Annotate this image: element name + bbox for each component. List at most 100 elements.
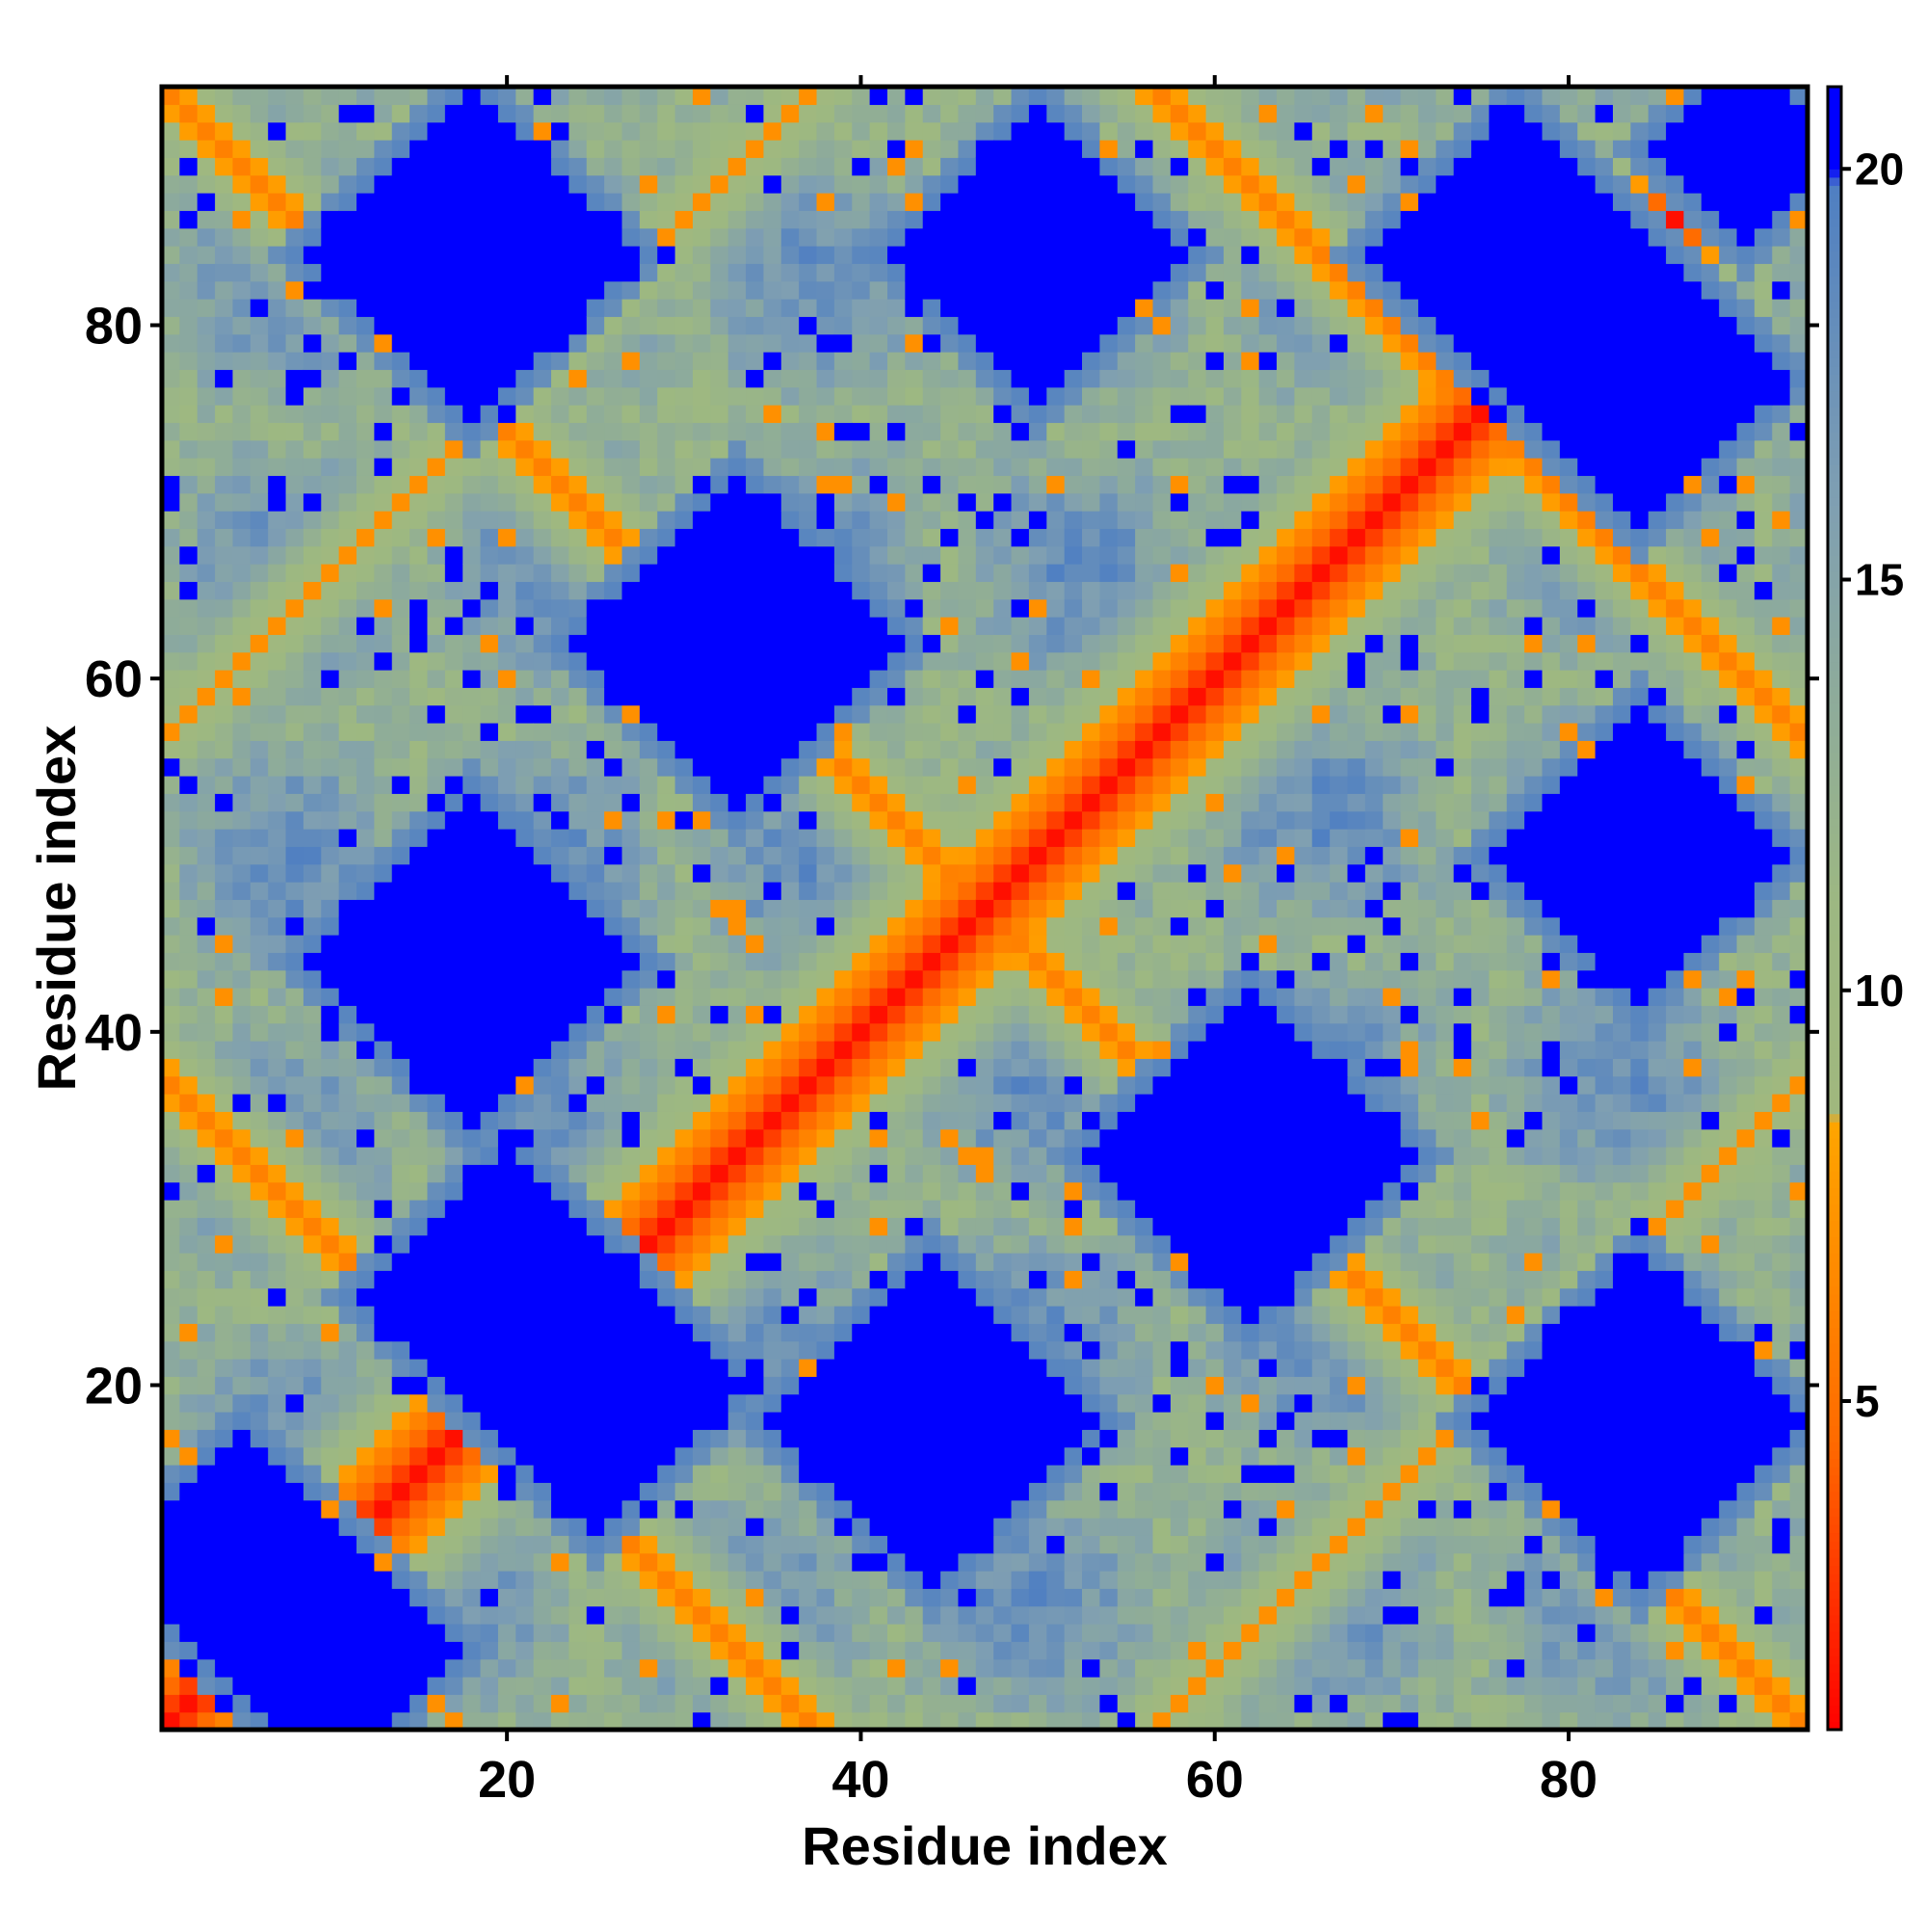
heatmap-cell [692,757,711,777]
heatmap-cell [462,1164,482,1183]
heatmap-cell [215,511,234,529]
heatmap-cell [444,793,463,812]
heatmap-cell [427,405,446,423]
heatmap-cell [409,405,429,423]
heatmap-cell [1294,1624,1313,1642]
heatmap-cell [1400,1499,1419,1519]
heatmap-cell [1223,1376,1242,1395]
heatmap-cell [568,1234,588,1254]
heatmap-cell [1277,1181,1295,1201]
heatmap-cell [268,651,287,671]
heatmap-cell [321,829,340,847]
heatmap-cell [179,1412,198,1430]
heatmap-cell [391,1164,410,1183]
heatmap-cell [621,988,641,1006]
heatmap-cell [1241,1624,1260,1642]
heatmap-cell [533,422,552,441]
heatmap-cell [1330,1147,1349,1165]
heatmap-cell [1453,1306,1472,1324]
heatmap-cell [409,1412,429,1430]
heatmap-cell [427,299,446,317]
heatmap-cell [444,916,463,936]
heatmap-cell [374,651,393,671]
heatmap-cell [409,952,429,971]
heatmap-cell [1383,1412,1402,1430]
heatmap-cell [215,1641,234,1660]
heatmap-cell [462,1393,482,1413]
heatmap-cell [1417,1658,1437,1678]
heatmap-cell [1577,1482,1597,1501]
heatmap-cell [621,757,641,777]
heatmap-cell [462,863,482,883]
heatmap-cell [197,1234,216,1254]
heatmap-cell [321,140,340,158]
heatmap-cell [285,157,304,176]
heatmap-cell [1294,1552,1313,1572]
heatmap-cell [1347,1270,1366,1289]
heatmap-cell [268,87,287,105]
heatmap-cell [374,422,393,441]
heatmap-cell [833,1518,853,1536]
heatmap-cell [674,386,694,406]
heatmap-cell [391,405,410,423]
heatmap-cell [710,1499,729,1519]
heatmap-cell [497,121,516,141]
heatmap-cell [975,1306,994,1324]
heatmap-cell [1772,1359,1791,1377]
heatmap-cell [338,598,357,618]
heatmap-cell [338,87,357,105]
heatmap-cell [303,492,322,512]
heatmap-cell [356,882,375,900]
heatmap-cell [639,1641,658,1660]
heatmap-cell [444,280,463,300]
heatmap-cell [621,227,641,247]
heatmap-cell [391,280,410,300]
heatmap-cell [780,1164,800,1183]
heatmap-cell [268,952,287,971]
heatmap-cell [1506,1641,1525,1660]
heatmap-cell [356,916,375,936]
heatmap-cell [833,1412,853,1430]
heatmap-cell [1595,1340,1614,1360]
heatmap-cell [639,846,658,865]
heatmap-cell [1082,1393,1100,1413]
heatmap-cell [1241,1605,1260,1625]
heatmap-cell [1436,1465,1455,1483]
heatmap-cell [197,511,216,529]
heatmap-cell [1666,1641,1685,1660]
heatmap-cell [639,316,658,335]
heatmap-cell [356,1429,375,1448]
heatmap-cell [303,1022,322,1042]
heatmap-cell [1152,1571,1172,1589]
heatmap-cell [710,988,729,1006]
heatmap-cell [338,439,357,459]
heatmap-cell [303,1429,322,1448]
heatmap-cell [975,1588,994,1607]
heatmap-cell [1330,1552,1349,1572]
heatmap-cell [621,386,641,406]
heatmap-cell [356,1022,375,1042]
heatmap-cell [480,1658,499,1678]
heatmap-cell [604,1217,623,1236]
heatmap-cell [621,776,641,794]
heatmap-cell [533,1147,552,1165]
heatmap-cell [639,246,658,264]
heatmap-cell [1064,1217,1083,1236]
heatmap-cell [727,564,747,582]
heatmap-cell [374,1075,393,1095]
heatmap-cell [197,1677,216,1695]
heatmap-cell [1683,1164,1703,1183]
heatmap-cell [692,1588,711,1607]
heatmap-cell [1170,1412,1189,1430]
heatmap-cell [657,564,676,582]
heatmap-cell [303,1200,322,1218]
heatmap-cell [727,1641,747,1660]
heatmap-cell [462,405,482,423]
heatmap-cell [179,121,198,141]
heatmap-cell [1736,1446,1755,1466]
heatmap-cell [285,1711,304,1731]
heatmap-cell [215,263,234,282]
heatmap-cell [940,1711,960,1731]
heatmap-cell [215,988,234,1006]
heatmap-cell [497,829,516,847]
